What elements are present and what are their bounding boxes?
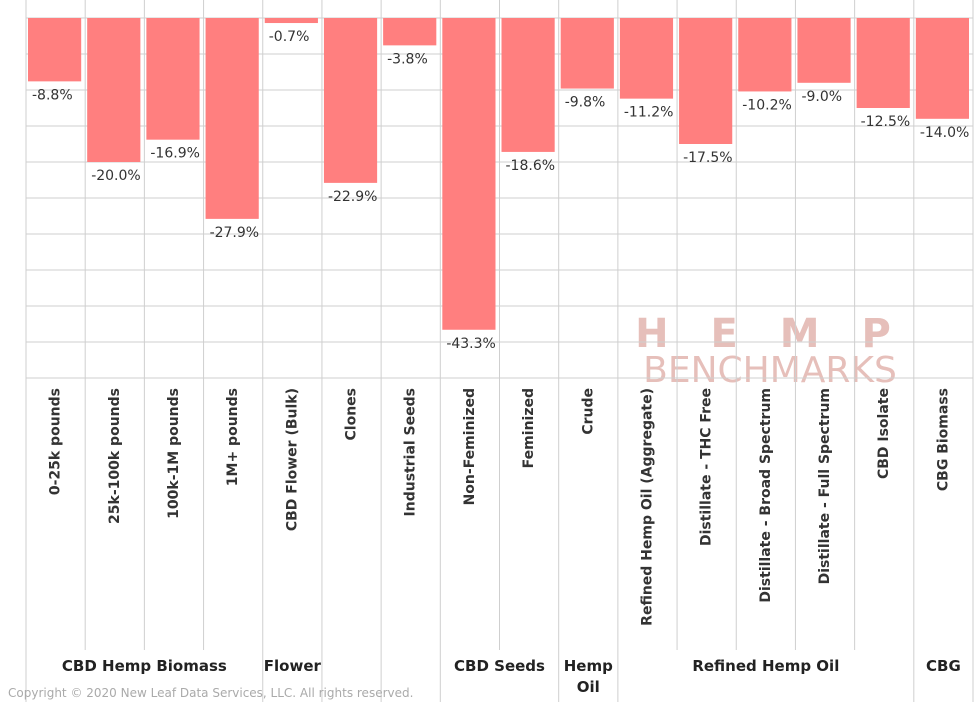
bar	[797, 18, 851, 83]
copyright: Copyright © 2020 New Leaf Data Services,…	[8, 686, 414, 700]
value-label: -12.5%	[861, 114, 911, 130]
group-label: Refined Hemp Oil	[692, 657, 840, 675]
value-label: -14.0%	[920, 125, 970, 141]
bar	[915, 18, 969, 119]
x-tick-label: CBG Biomass	[935, 388, 951, 491]
x-tick-label: Crude	[580, 388, 596, 435]
value-label: -3.8%	[387, 51, 428, 67]
group-label: CBG	[926, 657, 961, 675]
x-tick-label: Feminized	[521, 388, 537, 468]
bar	[383, 18, 437, 46]
value-label: -16.9%	[150, 146, 200, 162]
x-tick-label: 100k-1M pounds	[166, 388, 182, 519]
value-label: -22.9%	[328, 189, 378, 205]
bar	[738, 18, 792, 92]
bar	[679, 18, 733, 144]
value-label: -0.7%	[269, 29, 310, 45]
bar	[560, 18, 614, 89]
bar	[87, 18, 141, 162]
bar	[619, 18, 674, 99]
bar	[856, 18, 910, 108]
x-tick-label: Refined Hemp Oil (Aggregate)	[639, 388, 655, 626]
x-tick-label: CBD Flower (Bulk)	[284, 388, 300, 531]
bar	[205, 18, 259, 219]
group-label: CBD Hemp Biomass	[61, 657, 227, 675]
x-tick-label: 1M+ pounds	[225, 388, 241, 486]
x-tick-label: 25k-100k pounds	[107, 388, 123, 524]
bar	[264, 18, 318, 24]
x-tick-label: 0-25k pounds	[48, 388, 64, 495]
value-label: -11.2%	[624, 105, 674, 121]
value-label: -10.2%	[742, 97, 792, 113]
bar	[28, 18, 82, 82]
bar	[146, 18, 200, 140]
value-label: -20.0%	[91, 168, 141, 184]
watermark: H E M P	[635, 311, 905, 357]
x-tick-label: Distillate - THC Free	[699, 388, 715, 546]
value-label: -43.3%	[446, 336, 496, 352]
value-label: -9.0%	[801, 89, 842, 105]
value-label: -18.6%	[506, 158, 556, 174]
bar	[442, 18, 496, 330]
value-label: -8.8%	[32, 87, 73, 103]
x-tick-label: Clones	[344, 388, 360, 441]
group-label: Flower	[263, 657, 321, 675]
value-label: -9.8%	[565, 95, 606, 111]
group-label: CBD Seeds	[454, 657, 545, 675]
value-label: -27.9%	[210, 225, 260, 241]
x-tick-label: Industrial Seeds	[403, 388, 419, 516]
value-label: -17.5%	[683, 150, 733, 166]
x-tick-label: Distillate - Broad Spectrum	[758, 388, 774, 603]
x-tick-label: CBD Isolate	[876, 388, 892, 479]
x-tick-label: Distillate - Full Spectrum	[817, 388, 833, 584]
x-tick-label: Non-Feminized	[462, 388, 478, 505]
bar	[323, 18, 378, 183]
watermark: BENCHMARKS	[643, 350, 897, 391]
group-label: Hemp Oil	[563, 657, 613, 696]
bar	[501, 18, 555, 152]
